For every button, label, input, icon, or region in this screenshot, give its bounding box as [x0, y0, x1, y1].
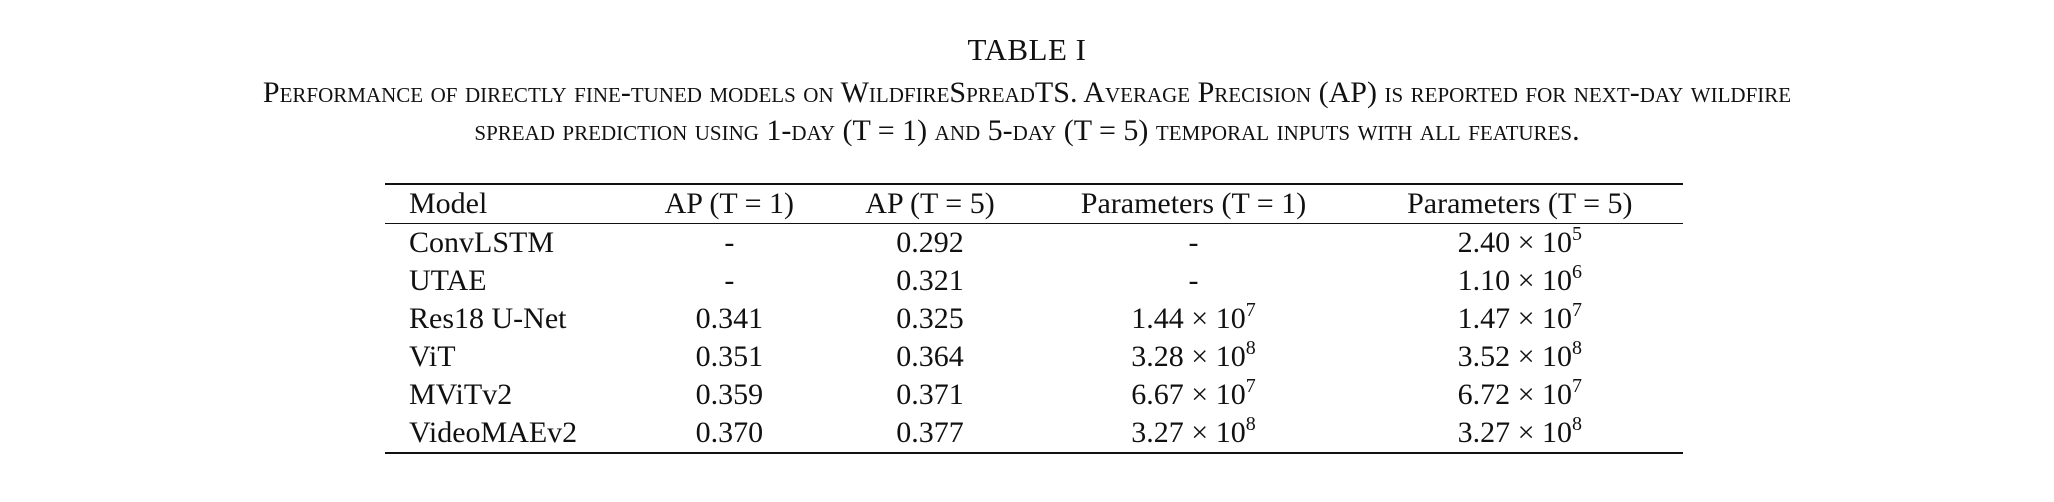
- cell-ap-t5: 0.321: [896, 264, 964, 297]
- table-row: UTAE - 0.321 - 1.10 × 106: [385, 262, 1683, 300]
- cell-model: ViT: [409, 340, 456, 373]
- cell-ap-t1: 0.341: [695, 302, 764, 335]
- cell-ap-t5: 0.292: [896, 226, 964, 259]
- cell-params-t5: 3.52 × 108: [1457, 337, 1583, 373]
- cell-ap-t1: 0.351: [695, 340, 764, 373]
- cell-ap-t1: -: [724, 226, 735, 259]
- cell-ap-t1: 0.359: [695, 378, 764, 411]
- cell-ap-t5: 0.371: [896, 378, 964, 411]
- header-params-t1: Parameters (T = 1): [1030, 184, 1357, 224]
- cell-model: VideoMAEv2: [409, 416, 578, 449]
- cell-params-t1: 1.44 × 107: [1131, 299, 1256, 335]
- header-ap-t1: AP (T = 1): [629, 184, 830, 224]
- cell-params-t5: 6.72 × 107: [1457, 375, 1583, 411]
- table-row: MViTv2 0.359 0.371 6.67 × 107 6.72 × 107: [385, 376, 1683, 414]
- cell-model: Res18 U-Net: [409, 302, 567, 335]
- cell-ap-t1: -: [724, 264, 735, 297]
- header-params-t5: Parameters (T = 5): [1356, 184, 1683, 224]
- table-row: ViT 0.351 0.364 3.28 × 108 3.52 × 108: [385, 338, 1683, 376]
- caption-text: Performance of directly fine-tuned model…: [0, 74, 2054, 150]
- table-caption: TABLE I Performance of directly fine-tun…: [0, 30, 2054, 150]
- cell-model: MViTv2: [409, 378, 513, 411]
- header-row: Model AP (T = 1) AP (T = 5) Parameters (…: [385, 184, 1683, 224]
- cell-params-t1: 3.28 × 108: [1131, 337, 1256, 373]
- cell-params-t1: -: [1188, 264, 1199, 297]
- table-row: VideoMAEv2 0.370 0.377 3.27 × 108 3.27 × 108: [385, 414, 1683, 453]
- cell-model: ConvLSTM: [409, 226, 555, 259]
- cell-params-t5: 3.27 × 108: [1457, 413, 1583, 449]
- results-table: Model AP (T = 1) AP (T = 5) Parameters (…: [385, 183, 1683, 454]
- caption-line-2: spread prediction using 1-day (T = 1) an…: [474, 114, 1580, 147]
- cell-params-t5: 1.47 × 107: [1457, 299, 1583, 335]
- caption-line-1: Performance of directly fine-tuned model…: [262, 76, 1792, 109]
- table-row: Res18 U-Net 0.341 0.325 1.44 × 107 1.47 × 10…: [385, 300, 1683, 338]
- cell-ap-t5: 0.377: [896, 416, 964, 449]
- cell-params-t1: -: [1188, 226, 1199, 259]
- cell-params-t1: 6.67 × 107: [1131, 375, 1256, 411]
- cell-params-t5: 2.40 × 105: [1457, 223, 1583, 259]
- results-table-container: Model AP (T = 1) AP (T = 5) Parameters (…: [385, 183, 1683, 454]
- cell-params-t5: 1.10 × 106: [1457, 261, 1583, 297]
- table-body: ConvLSTM - 0.292 - 2.40 × 105 UTAE - 0.321 - 1.10…: [385, 224, 1683, 454]
- header-model: Model: [385, 184, 629, 224]
- cell-ap-t5: 0.325: [896, 302, 964, 335]
- table-label: TABLE I: [967, 32, 1087, 67]
- table-row: ConvLSTM - 0.292 - 2.40 × 105: [385, 224, 1683, 263]
- cell-params-t1: 3.27 × 108: [1131, 413, 1256, 449]
- header-ap-t5: AP (T = 5): [829, 184, 1031, 224]
- cell-ap-t5: 0.364: [896, 340, 964, 373]
- cell-ap-t1: 0.370: [695, 416, 764, 449]
- cell-model: UTAE: [409, 264, 487, 297]
